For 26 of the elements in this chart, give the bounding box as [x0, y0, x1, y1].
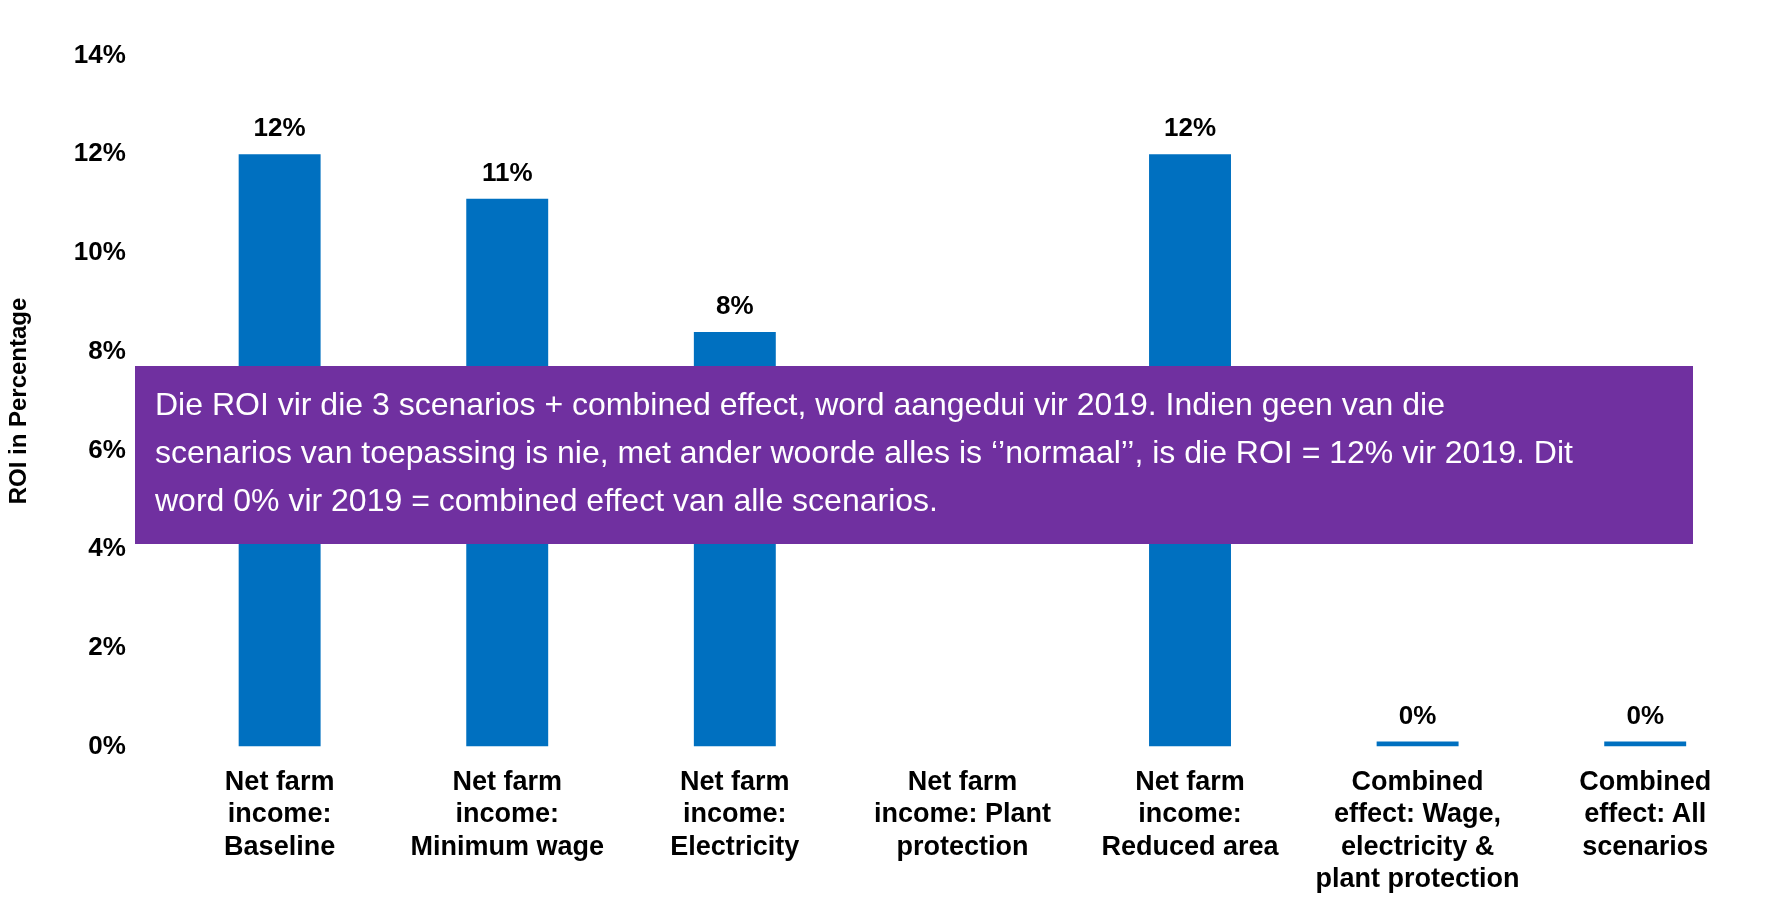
x-tick-label: Combined effect: All scenarios	[1579, 766, 1712, 861]
x-tick-label: Net farm income: Reduced area	[1101, 766, 1280, 861]
x-tick-label: Combined effect: Wage, electricity & plant protection	[1315, 766, 1520, 894]
bar	[1376, 741, 1459, 747]
y-axis-title: ROI in Percentage	[4, 297, 32, 505]
y-tick-label: 10%	[73, 236, 126, 267]
y-tick-label: 2%	[88, 630, 126, 661]
data-label: 0%	[1626, 699, 1664, 730]
data-label: 0%	[1398, 699, 1437, 730]
x-tick-label: Net farm income: Minimum wage	[410, 766, 604, 861]
data-label: 12%	[1163, 112, 1217, 143]
y-tick-label: 6%	[88, 433, 126, 464]
x-tick-label: Net farm income: Electricity	[670, 766, 800, 861]
y-tick-label: 0%	[88, 729, 126, 760]
y-tick-label: 4%	[88, 532, 126, 563]
x-tick-label: Net farm income: Plant protection	[873, 766, 1051, 861]
y-tick-label: 8%	[88, 334, 126, 365]
x-tick-label: Net farm income: Baseline	[224, 766, 336, 861]
data-label: 11%	[481, 156, 533, 187]
bar	[1604, 741, 1687, 747]
y-tick-label: 12%	[73, 137, 126, 168]
data-label: 8%	[716, 290, 754, 321]
y-tick-label: 14%	[73, 38, 126, 69]
data-label: 12%	[253, 112, 306, 143]
note-box: Die ROI vir die 3 scenarios + combined effect, word aangedui vir 2019. Indien geen van die scenarios van toepassing is nie, met ander woorde alles is ‘’normaal’’, is die ROI = 12% vir 2019. Dit word 0% vir 2019 = combined effect van alle scenarios.	[135, 366, 1693, 544]
annotation: Die ROI vir die 3 scenarios + combined effect, word aangedui vir 2019. Indien geen van die scenarios van toepassing is nie, met ander woorde alles is ‘’normaal’’, is die ROI = 12% vir 2019. Dit word 0% vir 2019 = combined effect van alle scenarios.	[155, 385, 1574, 520]
